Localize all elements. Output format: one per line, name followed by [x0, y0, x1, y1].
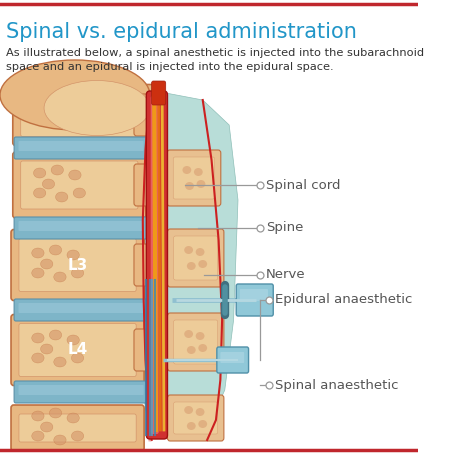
Ellipse shape [69, 170, 81, 180]
Ellipse shape [67, 413, 79, 423]
FancyBboxPatch shape [18, 221, 144, 231]
FancyBboxPatch shape [21, 94, 147, 137]
Ellipse shape [187, 346, 196, 354]
Ellipse shape [32, 353, 44, 363]
Ellipse shape [42, 179, 55, 189]
FancyBboxPatch shape [19, 414, 136, 442]
Ellipse shape [34, 168, 46, 178]
Ellipse shape [184, 330, 193, 338]
Ellipse shape [55, 192, 68, 202]
Ellipse shape [198, 420, 207, 428]
Ellipse shape [198, 260, 207, 268]
FancyBboxPatch shape [11, 230, 144, 301]
Ellipse shape [187, 262, 196, 270]
FancyBboxPatch shape [19, 238, 136, 291]
Ellipse shape [185, 182, 194, 190]
Ellipse shape [34, 188, 46, 198]
Ellipse shape [72, 268, 84, 278]
Ellipse shape [41, 422, 53, 432]
FancyBboxPatch shape [14, 299, 148, 321]
FancyBboxPatch shape [167, 395, 224, 441]
FancyBboxPatch shape [21, 161, 138, 209]
FancyBboxPatch shape [134, 164, 166, 206]
Text: As illustrated below, a spinal anesthetic is injected into the subarachnoid: As illustrated below, a spinal anestheti… [6, 48, 424, 58]
Ellipse shape [196, 332, 204, 340]
Text: space and an epidural is injected into the epidural space.: space and an epidural is injected into t… [6, 62, 334, 72]
FancyBboxPatch shape [236, 284, 273, 316]
Text: L3: L3 [67, 257, 88, 272]
Ellipse shape [32, 411, 44, 421]
FancyBboxPatch shape [146, 91, 167, 439]
FancyBboxPatch shape [18, 385, 144, 395]
FancyBboxPatch shape [11, 405, 144, 451]
FancyBboxPatch shape [173, 236, 218, 280]
Ellipse shape [196, 408, 204, 416]
Ellipse shape [194, 168, 203, 176]
Text: Spinal anaesthetic: Spinal anaesthetic [275, 379, 399, 391]
Ellipse shape [49, 408, 62, 418]
FancyBboxPatch shape [173, 157, 215, 199]
Ellipse shape [54, 435, 66, 445]
Ellipse shape [32, 248, 44, 258]
FancyBboxPatch shape [14, 217, 148, 239]
Ellipse shape [72, 353, 84, 363]
Ellipse shape [184, 246, 193, 254]
Ellipse shape [196, 248, 204, 256]
Ellipse shape [41, 344, 53, 354]
Ellipse shape [0, 60, 150, 130]
FancyBboxPatch shape [151, 96, 159, 434]
FancyBboxPatch shape [18, 303, 144, 313]
Ellipse shape [17, 81, 133, 119]
Ellipse shape [49, 330, 62, 340]
Ellipse shape [41, 259, 53, 269]
Ellipse shape [32, 268, 44, 278]
FancyBboxPatch shape [217, 347, 248, 373]
Ellipse shape [187, 422, 196, 430]
FancyBboxPatch shape [173, 320, 218, 364]
FancyBboxPatch shape [173, 402, 218, 434]
Ellipse shape [32, 333, 44, 343]
Text: Spinal vs. epidural administration: Spinal vs. epidural administration [6, 22, 357, 42]
Ellipse shape [54, 357, 66, 367]
FancyBboxPatch shape [134, 244, 166, 286]
Text: Spinal cord: Spinal cord [266, 178, 341, 192]
Ellipse shape [73, 188, 85, 198]
FancyBboxPatch shape [14, 137, 148, 159]
FancyBboxPatch shape [240, 289, 268, 301]
FancyBboxPatch shape [152, 81, 166, 105]
FancyBboxPatch shape [14, 381, 148, 403]
Ellipse shape [44, 80, 150, 135]
Ellipse shape [197, 180, 205, 188]
Ellipse shape [72, 431, 84, 441]
Ellipse shape [184, 406, 193, 414]
FancyBboxPatch shape [13, 84, 155, 145]
Ellipse shape [49, 245, 62, 255]
FancyBboxPatch shape [13, 152, 146, 218]
FancyBboxPatch shape [18, 141, 144, 151]
FancyBboxPatch shape [134, 94, 166, 136]
FancyBboxPatch shape [134, 329, 166, 371]
Polygon shape [137, 90, 238, 440]
Text: Spine: Spine [266, 222, 303, 235]
FancyBboxPatch shape [220, 352, 244, 363]
FancyBboxPatch shape [167, 229, 224, 287]
FancyBboxPatch shape [11, 315, 144, 385]
Ellipse shape [67, 335, 79, 345]
Text: Nerve: Nerve [266, 268, 306, 281]
FancyBboxPatch shape [167, 313, 224, 371]
Text: Epidural anaesthetic: Epidural anaesthetic [275, 293, 412, 306]
Ellipse shape [67, 250, 79, 260]
Ellipse shape [198, 344, 207, 352]
FancyBboxPatch shape [167, 150, 221, 206]
Text: L4: L4 [67, 342, 88, 357]
FancyBboxPatch shape [19, 324, 136, 376]
Ellipse shape [51, 165, 64, 175]
Ellipse shape [182, 166, 191, 174]
Ellipse shape [32, 431, 44, 441]
Ellipse shape [54, 272, 66, 282]
